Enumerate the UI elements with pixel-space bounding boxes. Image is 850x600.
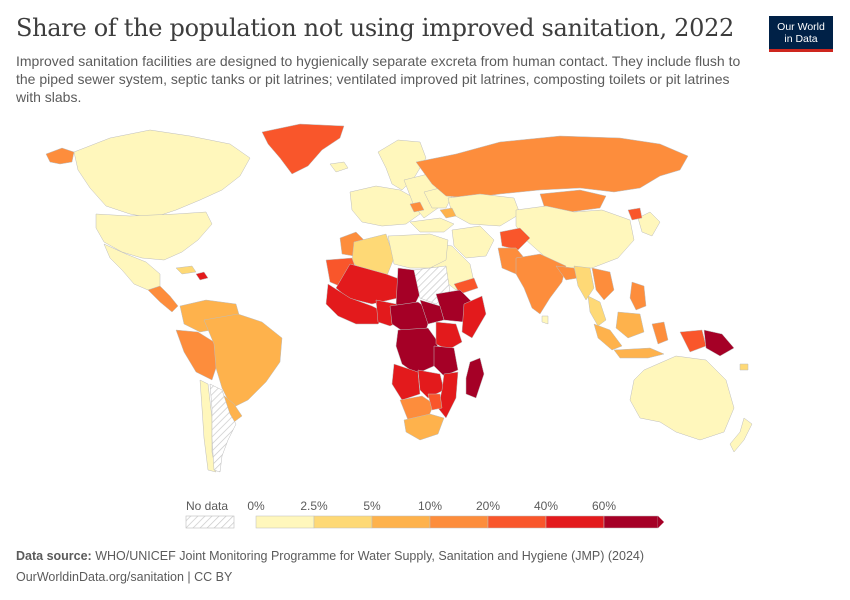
kenya-uganda[interactable] [435, 321, 463, 351]
legend-tick-5: 40% [534, 499, 558, 513]
brazil[interactable] [203, 313, 283, 409]
somalia[interactable] [461, 295, 487, 339]
korea-japan[interactable] [637, 211, 661, 237]
peru-bolivia[interactable] [175, 329, 219, 381]
united-states[interactable] [95, 211, 213, 261]
legend-arrow-tip [658, 516, 664, 528]
legend-bin-0[interactable] [255, 515, 315, 529]
namibia-botswana[interactable] [399, 395, 435, 421]
canada[interactable] [73, 129, 251, 219]
logo-line-1: Our World [777, 21, 825, 33]
greenland[interactable] [261, 123, 345, 175]
legend-tick-0: 0% [247, 499, 265, 513]
new-guinea-west[interactable] [679, 329, 707, 353]
legend-no-data-label: No data [186, 499, 228, 513]
caribbean-cuba[interactable] [175, 265, 197, 275]
west-africa-coast[interactable] [325, 283, 389, 325]
legend-bin-3[interactable] [429, 515, 489, 529]
legend-bin-1[interactable] [313, 515, 373, 529]
iran[interactable] [451, 225, 495, 259]
logo-line-2: in Data [784, 33, 818, 45]
java-sulawesi[interactable] [613, 347, 665, 359]
chart-subtitle: Improved sanitation facilities are desig… [16, 53, 741, 105]
owid-logo[interactable]: Our World in Data [769, 16, 833, 52]
legend-bin-5[interactable] [545, 515, 605, 529]
legend-bin-6[interactable] [603, 515, 659, 529]
pacific-islands[interactable] [739, 363, 749, 371]
caribbean-haiti[interactable] [195, 271, 209, 281]
new-zealand[interactable] [729, 417, 753, 453]
central-america[interactable] [147, 285, 179, 313]
mozambique[interactable] [437, 371, 459, 419]
alaska[interactable] [45, 147, 75, 165]
north-korea[interactable] [627, 207, 643, 221]
philippines[interactable] [629, 281, 647, 311]
madagascar[interactable] [465, 357, 485, 399]
zimbabwe[interactable] [427, 393, 443, 411]
data-source-text: WHO/UNICEF Joint Monitoring Programme fo… [95, 549, 645, 563]
chart-title: Share of the population not using improv… [16, 14, 735, 42]
kazakhstan[interactable] [447, 193, 521, 227]
south-sudan[interactable] [419, 299, 445, 325]
data-source-label: Data source: [16, 549, 92, 563]
romania[interactable] [409, 201, 425, 213]
iceland[interactable] [329, 161, 349, 173]
data-source: Data source: WHO/UNICEF Joint Monitoring… [16, 548, 644, 564]
afghanistan[interactable] [499, 227, 531, 251]
caucasus[interactable] [439, 207, 457, 219]
mali-niger[interactable] [335, 263, 403, 305]
sulawesi[interactable] [651, 321, 669, 345]
legend-tick-2: 5% [363, 499, 381, 513]
source-url[interactable]: OurWorldinData.org/sanitation | CC BY [16, 570, 233, 584]
legend-bin-2[interactable] [371, 515, 431, 529]
sumatra[interactable] [593, 323, 623, 351]
dr-congo[interactable] [395, 327, 439, 375]
tanzania[interactable] [433, 345, 459, 377]
sri-lanka[interactable] [541, 315, 549, 325]
india[interactable] [515, 253, 567, 315]
turkey[interactable] [409, 217, 455, 233]
world-map [45, 123, 753, 473]
laos-cambodia[interactable] [591, 267, 615, 301]
papua-new-guinea[interactable] [703, 329, 735, 357]
legend-bin-4[interactable] [487, 515, 547, 529]
mongolia[interactable] [539, 189, 607, 213]
libya-egypt[interactable] [387, 233, 449, 269]
russia[interactable] [415, 135, 689, 199]
western-europe[interactable] [349, 185, 421, 227]
borneo[interactable] [615, 311, 645, 339]
legend-no-data-swatch[interactable] [185, 515, 235, 529]
legend-tick-4: 20% [476, 499, 500, 513]
thailand-malaysia[interactable] [587, 295, 607, 327]
legend-tick-6: 60% [592, 499, 616, 513]
legend-tick-3: 10% [418, 499, 442, 513]
south-africa[interactable] [403, 413, 445, 441]
color-legend: No data 0% 2.5% 5% 10% 20% 40% 60% [185, 499, 664, 529]
angola[interactable] [391, 363, 421, 401]
myanmar[interactable] [573, 265, 595, 301]
argentina[interactable] [209, 383, 237, 473]
legend-tick-1: 2.5% [300, 499, 328, 513]
australia[interactable] [629, 355, 735, 441]
chile[interactable] [199, 379, 217, 473]
